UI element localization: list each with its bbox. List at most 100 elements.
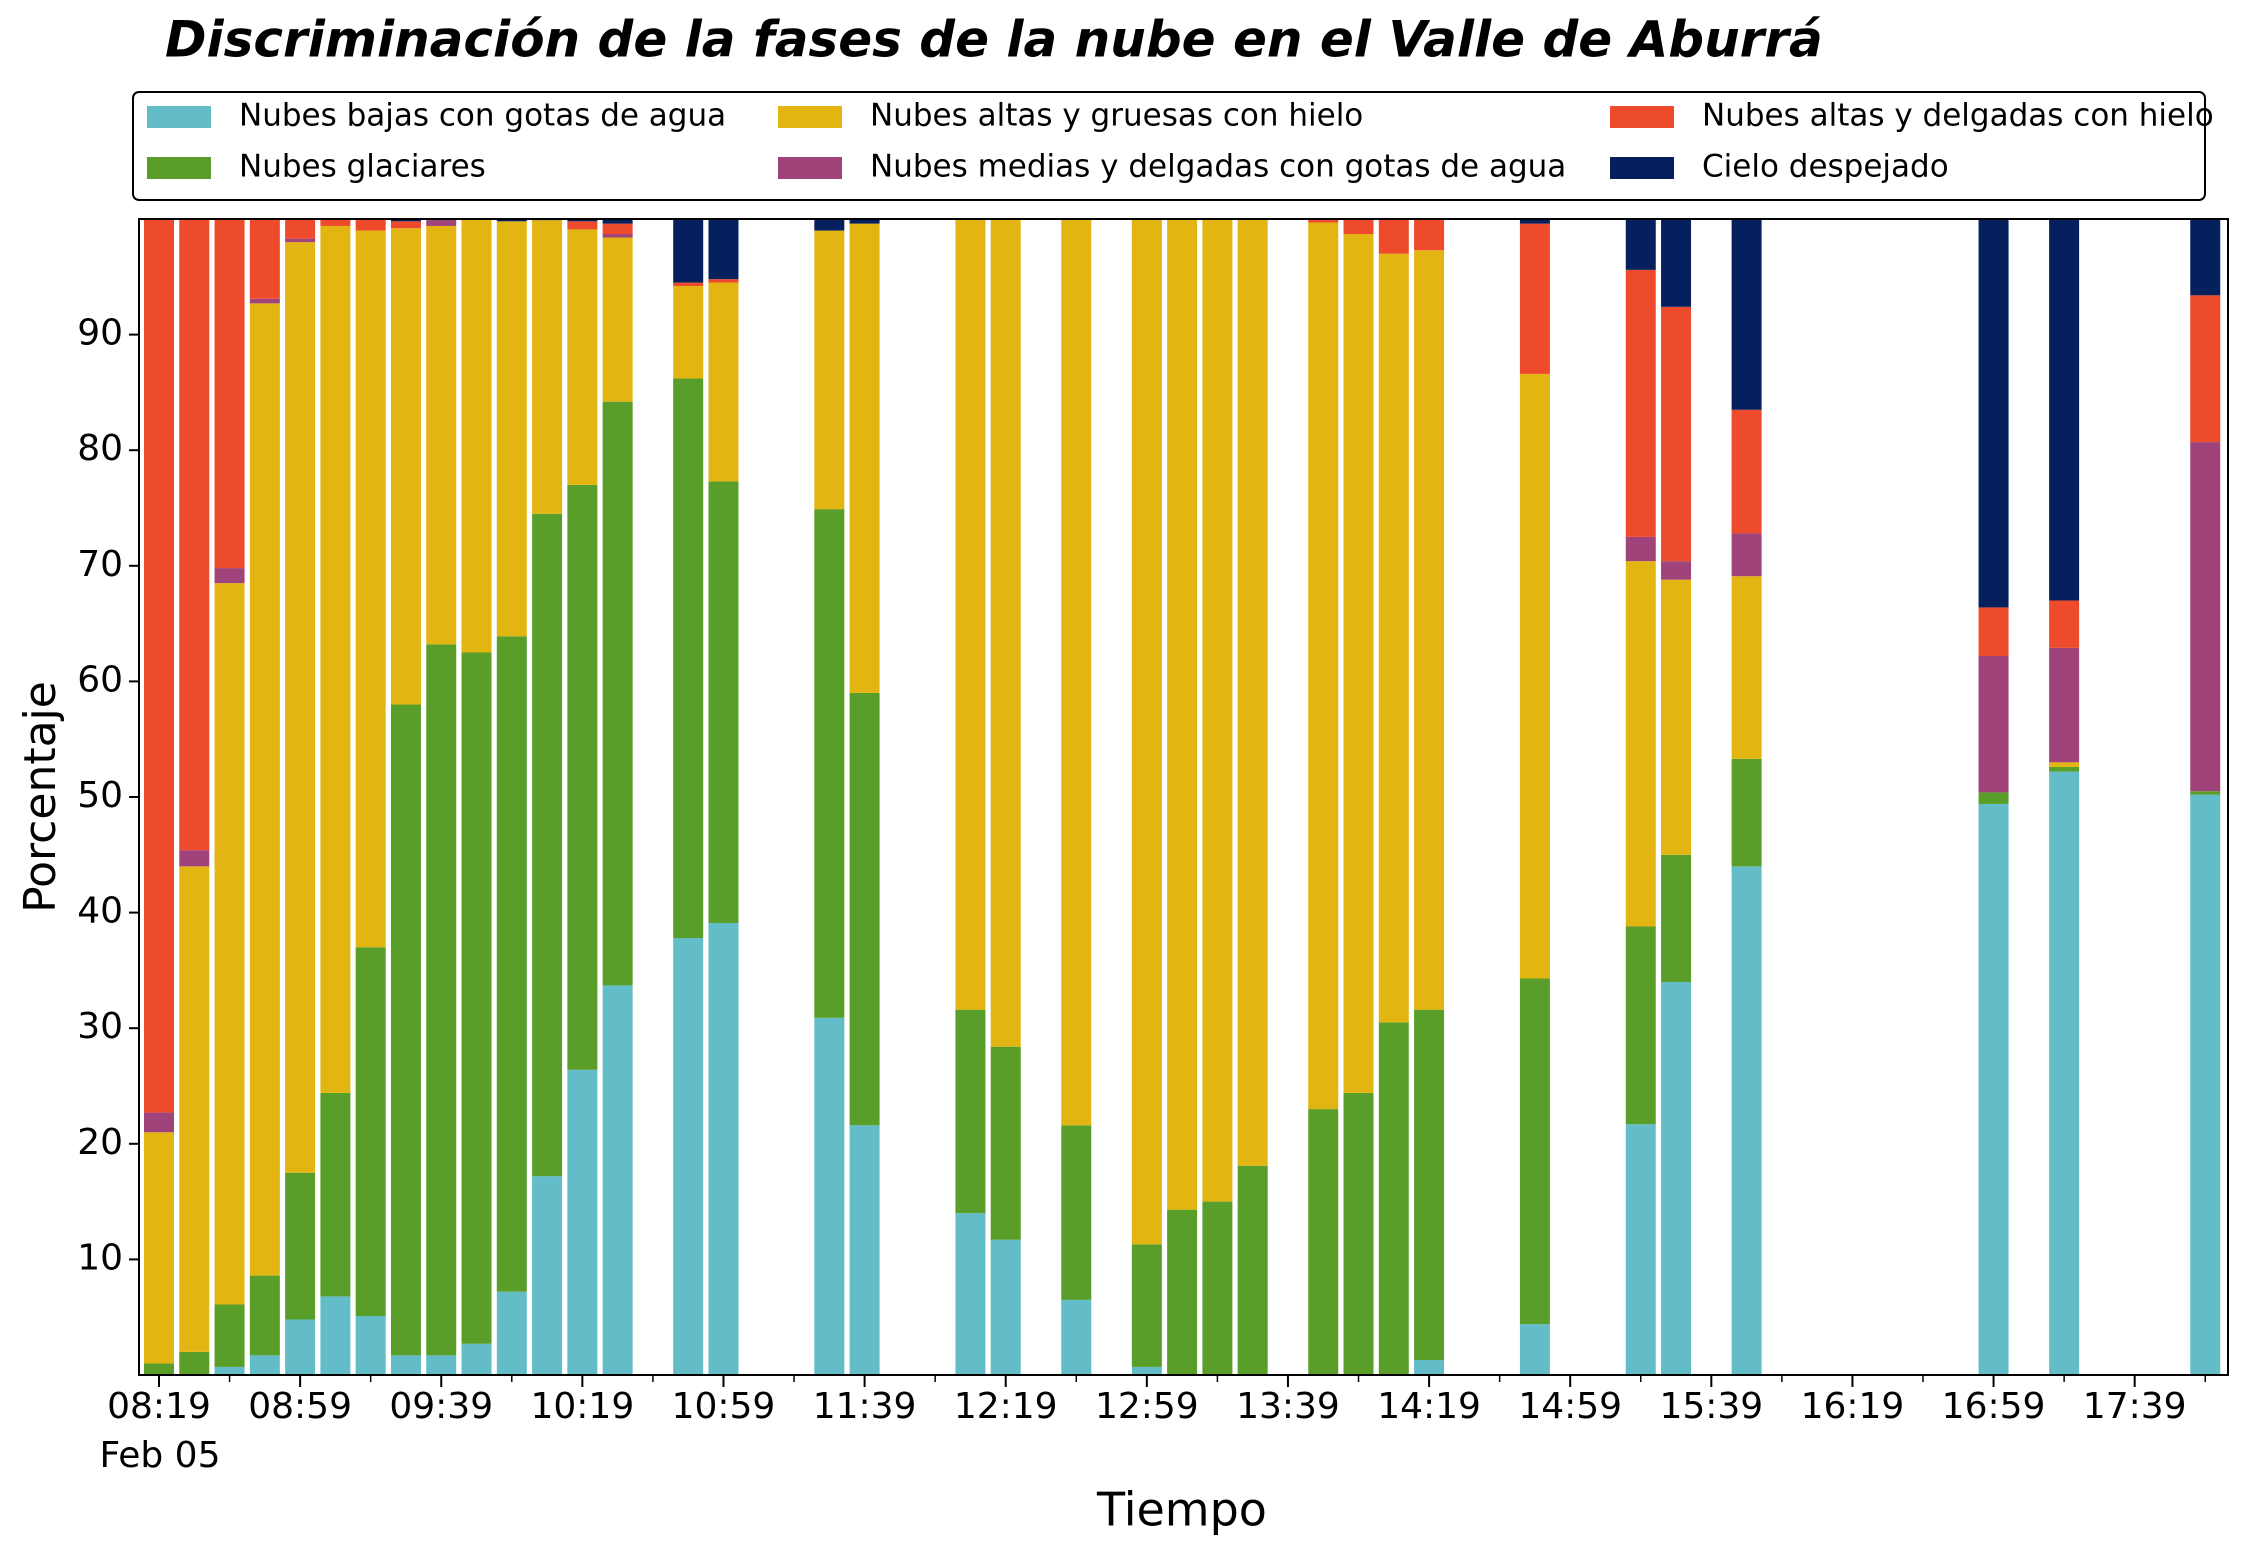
bar-segment <box>708 923 739 1375</box>
bar-segment <box>1978 219 2009 608</box>
y-tick-label: 50 <box>77 775 123 816</box>
y-axis-label: Porcentaje <box>15 681 66 913</box>
legend-swatch <box>147 106 211 128</box>
bar-segment <box>426 644 457 1356</box>
bar-segment <box>426 220 457 226</box>
bar-segment <box>285 219 316 239</box>
bar-segment <box>1414 1009 1445 1360</box>
bar-segment <box>496 636 527 1292</box>
bar-segment <box>390 228 421 705</box>
bar-segment <box>2190 295 2221 443</box>
bar-segment <box>673 219 704 283</box>
bar-segment <box>1414 250 1445 1010</box>
bar-segment <box>179 866 210 1352</box>
bar-segment <box>2049 647 2080 763</box>
bar-segment <box>144 1132 174 1364</box>
bar-segment <box>708 282 739 482</box>
bar-segment <box>2190 219 2221 296</box>
bar-segment <box>567 229 598 485</box>
bar-segment <box>355 219 386 231</box>
bar-segment <box>179 1351 210 1375</box>
bar-segment <box>285 1319 316 1375</box>
y-tick-label: 10 <box>77 1237 123 1278</box>
bar-segment <box>1978 803 2009 1375</box>
x-tick-label: 11:39 <box>813 1386 917 1427</box>
bar-segment <box>214 219 245 569</box>
bar-segment <box>532 513 563 1177</box>
bar-segment <box>249 298 280 304</box>
bar-segment <box>1414 219 1445 251</box>
bar-segment <box>1061 1299 1092 1375</box>
bar-segment <box>1731 576 1762 759</box>
bar-segment <box>1237 1165 1268 1375</box>
bar-segment <box>814 509 845 1018</box>
bar-segment <box>955 1009 986 1214</box>
bar-segment <box>1343 1092 1374 1375</box>
bar-segment <box>1625 269 1656 537</box>
x-axis-label: Tiempo <box>1096 1483 1267 1537</box>
bar-segment <box>1308 222 1339 1110</box>
bar-segment <box>849 692 880 1126</box>
bar-segment <box>602 234 633 238</box>
legend-swatch <box>1610 106 1674 128</box>
bar-segment <box>214 1304 245 1367</box>
bar-segment <box>355 947 386 1317</box>
bar-segment <box>390 704 421 1356</box>
legend-label: Nubes glaciares <box>239 149 486 185</box>
bar-segment <box>673 938 704 1375</box>
bar-segment <box>1131 1244 1162 1367</box>
bar-segment <box>1661 306 1692 562</box>
bar-segment <box>1414 1359 1445 1375</box>
bar-segment <box>426 225 457 645</box>
y-tick-label: 20 <box>77 1122 123 1163</box>
bar-segment <box>708 279 739 283</box>
bar-segment <box>708 481 739 924</box>
bar-segment <box>567 219 598 222</box>
bar-segment <box>2049 762 2080 767</box>
y-tick-label: 40 <box>77 891 123 932</box>
bar-segment <box>1519 1324 1550 1375</box>
bar-segment <box>814 219 845 231</box>
bar-segment <box>1625 536 1656 562</box>
bar-segment <box>1519 219 1550 224</box>
bar-segment <box>814 230 845 510</box>
bar-segment <box>249 1355 280 1375</box>
bar-segment <box>1308 219 1339 223</box>
bar-segment <box>1167 1209 1198 1375</box>
bar-segment <box>1731 219 1762 410</box>
bar-segment <box>1237 219 1268 1166</box>
bar-segment <box>144 1363 174 1375</box>
bar-segment <box>532 220 563 514</box>
bar-segment <box>461 1343 492 1375</box>
x-tick-label: 15:39 <box>1659 1386 1763 1427</box>
bar-segment <box>1731 533 1762 577</box>
x-tick-label: 10:59 <box>672 1386 776 1427</box>
chart-title: Discriminación de la fases de la nube en… <box>165 11 1823 69</box>
bar-segment <box>496 221 527 637</box>
legend-swatch <box>778 106 842 128</box>
bar-segment <box>1167 219 1198 1210</box>
x-tick-label: 12:59 <box>1095 1386 1199 1427</box>
bar-segment <box>1731 758 1762 867</box>
x-tick-label: 08:59 <box>248 1386 352 1427</box>
bar-segment <box>320 1092 351 1297</box>
bar-segment <box>1308 1109 1339 1375</box>
y-tick-label: 70 <box>77 544 123 585</box>
bar-segment <box>1661 579 1692 855</box>
y-tick-label: 80 <box>77 428 123 469</box>
x-tick-label: 13:39 <box>1236 1386 1340 1427</box>
bar-segment <box>285 1172 316 1320</box>
bar-segment <box>602 223 633 235</box>
bar-segment <box>602 219 633 224</box>
y-tick-label: 30 <box>77 1006 123 1047</box>
bar-segment <box>1519 223 1550 374</box>
bar-segment <box>355 1316 386 1375</box>
x-tick-label: 16:59 <box>1942 1386 2046 1427</box>
bar-segment <box>390 1355 421 1375</box>
bar-segment <box>2049 600 2080 648</box>
bar-segment <box>673 286 704 379</box>
bar-segment <box>602 985 633 1375</box>
bar-segment <box>532 1176 563 1375</box>
legend-label: Cielo despejado <box>1702 149 1949 185</box>
